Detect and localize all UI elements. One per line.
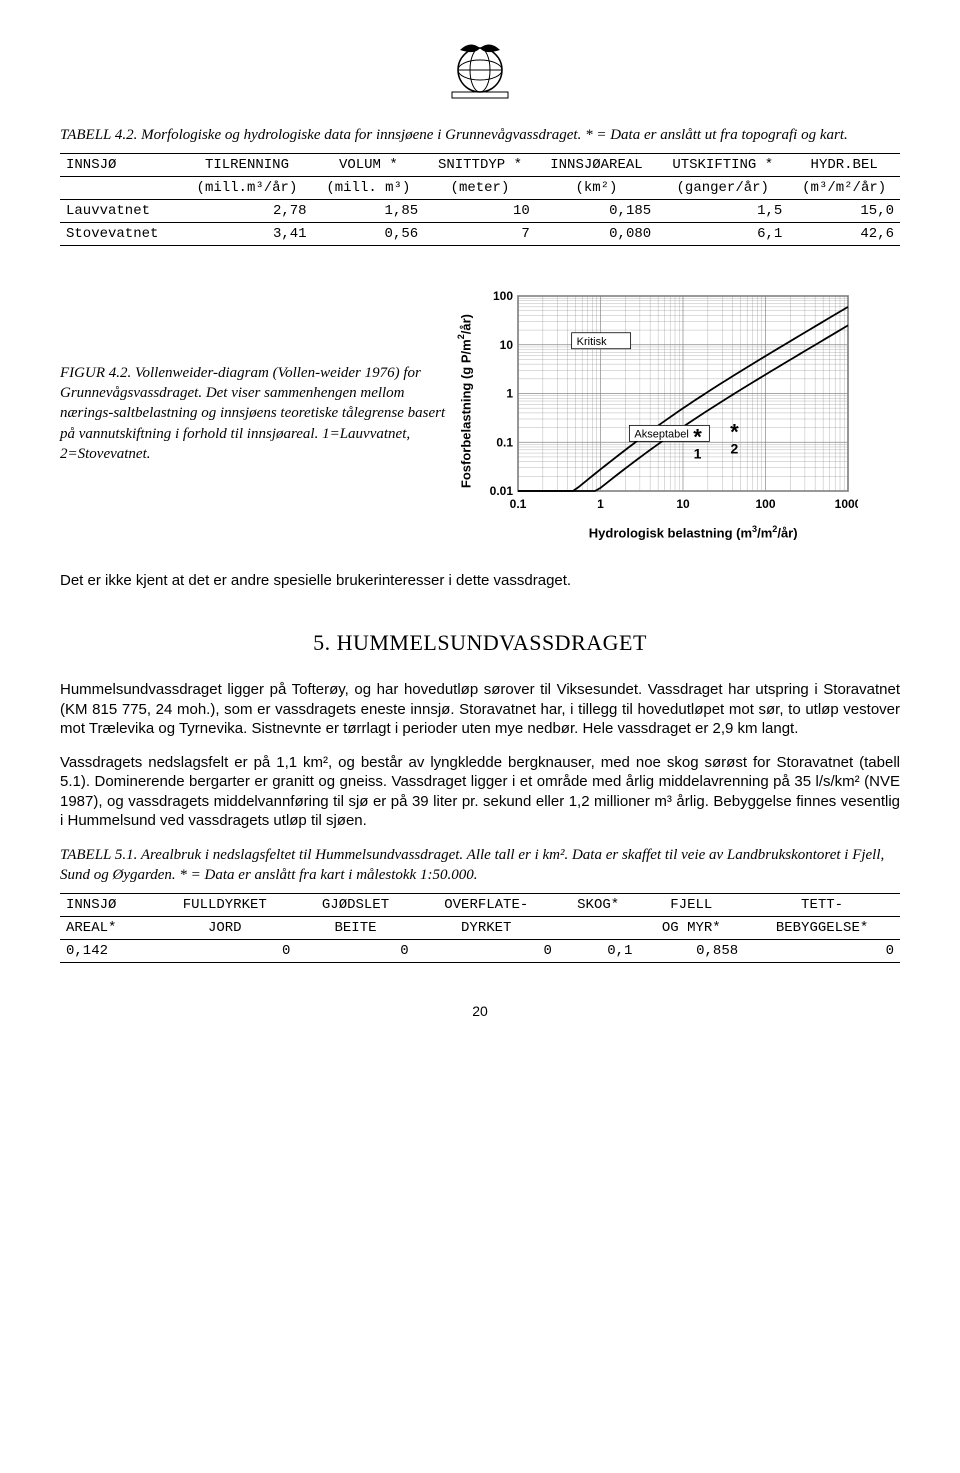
svg-text:1000: 1000 <box>834 497 857 511</box>
svg-text:1: 1 <box>597 497 604 511</box>
table-cell: Stovevatnet <box>60 223 181 246</box>
th: (m³/m²/år) <box>788 177 900 200</box>
svg-text:2: 2 <box>730 441 738 457</box>
table-row: Stovevatnet3,410,5670,0806,142,6 <box>60 223 900 246</box>
svg-text:100: 100 <box>493 289 513 303</box>
table1-header-row1: INNSJØ TILRENNING VOLUM * SNITTDYP * INN… <box>60 154 900 177</box>
figure-caption: FIGUR 4.2. Vollenweider-diagram (Vollen-… <box>60 363 446 464</box>
th: INNSJØAREAL <box>536 154 657 177</box>
table-cell: 15,0 <box>788 200 900 223</box>
th: OG MYR* <box>638 917 744 940</box>
page: TABELL 4.2. Morfologiske og hydrologiske… <box>0 0 960 1049</box>
th: FJELL <box>638 894 744 917</box>
th <box>558 917 639 940</box>
th: BEITE <box>296 917 414 940</box>
th: BEBYGGELSE* <box>744 917 900 940</box>
th: FULLDYRKET <box>153 894 296 917</box>
th: TETT- <box>744 894 900 917</box>
th: HYDR.BEL <box>788 154 900 177</box>
th <box>60 177 181 200</box>
figure-row: FIGUR 4.2. Vollenweider-diagram (Vollen-… <box>60 286 900 540</box>
vollenweider-chart: Fosforbelastning (g P/m2/år) 0.111010010… <box>456 286 900 540</box>
paragraph-2: Hummelsundvassdraget ligger på Tofterøy,… <box>60 680 900 739</box>
table-cell: 2,78 <box>181 200 312 223</box>
table-cell: Lauvvatnet <box>60 200 181 223</box>
table2: INNSJØ FULLDYRKET GJØDSLET OVERFLATE- SK… <box>60 893 900 963</box>
svg-text:10: 10 <box>499 338 513 352</box>
svg-text:100: 100 <box>755 497 775 511</box>
th: INNSJØ <box>60 154 181 177</box>
globe-leaf-icon <box>445 40 515 100</box>
table-cell: 1,85 <box>313 200 425 223</box>
th: SNITTDYP * <box>424 154 536 177</box>
table-cell: 0 <box>744 940 900 963</box>
th: INNSJØ <box>60 894 153 917</box>
table-row: Lauvvatnet2,781,85100,1851,515,0 <box>60 200 900 223</box>
table-cell: 3,41 <box>181 223 312 246</box>
svg-text:10: 10 <box>676 497 690 511</box>
th: (mill.m³/år) <box>181 177 312 200</box>
y-axis-label: Fosforbelastning (g P/m2/år) <box>456 314 473 488</box>
table-row: 0,1420000,10,8580 <box>60 940 900 963</box>
svg-text:0.01: 0.01 <box>489 484 513 498</box>
table-cell: 0,858 <box>638 940 744 963</box>
th: (km²) <box>536 177 657 200</box>
th: OVERFLATE- <box>415 894 558 917</box>
table-cell: 6,1 <box>657 223 788 246</box>
th: SKOG* <box>558 894 639 917</box>
th: DYRKET <box>415 917 558 940</box>
th: VOLUM * <box>313 154 425 177</box>
page-number: 20 <box>60 1003 900 1019</box>
table-cell: 7 <box>424 223 536 246</box>
table-cell: 0,142 <box>60 940 153 963</box>
th: (meter) <box>424 177 536 200</box>
table-cell: 10 <box>424 200 536 223</box>
th: UTSKIFTING * <box>657 154 788 177</box>
th: (mill. m³) <box>313 177 425 200</box>
svg-text:Akseptabel: Akseptabel <box>634 429 688 441</box>
paragraph-1: Det er ikke kjent at det er andre spesie… <box>60 571 900 591</box>
table2-header-row1: INNSJØ FULLDYRKET GJØDSLET OVERFLATE- SK… <box>60 894 900 917</box>
svg-text:0.1: 0.1 <box>509 497 526 511</box>
table2-header-row2: AREAL* JORD BEITE DYRKET OG MYR* BEBYGGE… <box>60 917 900 940</box>
table-cell: 0,185 <box>536 200 657 223</box>
table-cell: 0,080 <box>536 223 657 246</box>
table-cell: 1,5 <box>657 200 788 223</box>
table-cell: 42,6 <box>788 223 900 246</box>
table-cell: 0,1 <box>558 940 639 963</box>
table-cell: 0 <box>296 940 414 963</box>
paragraph-3: Vassdragets nedslagsfelt er på 1,1 km², … <box>60 753 900 831</box>
th: GJØDSLET <box>296 894 414 917</box>
svg-text:Kritisk: Kritisk <box>576 336 606 348</box>
th: JORD <box>153 917 296 940</box>
chart-svg: 0.111010010000.010.1110100KritiskAksepta… <box>478 286 858 516</box>
table1: INNSJØ TILRENNING VOLUM * SNITTDYP * INN… <box>60 153 900 246</box>
svg-text:1: 1 <box>693 446 701 462</box>
th: AREAL* <box>60 917 153 940</box>
table-cell: 0,56 <box>313 223 425 246</box>
th: (ganger/år) <box>657 177 788 200</box>
table1-caption: TABELL 4.2. Morfologiske og hydrologiske… <box>60 125 900 145</box>
table1-header-row2: (mill.m³/år) (mill. m³) (meter) (km²) (g… <box>60 177 900 200</box>
section-title: 5. HUMMELSUNDVASSDRAGET <box>60 630 900 656</box>
logo <box>60 40 900 105</box>
svg-text:1: 1 <box>506 387 513 401</box>
table-cell: 0 <box>415 940 558 963</box>
table-cell: 0 <box>153 940 296 963</box>
th: TILRENNING <box>181 154 312 177</box>
x-axis-label: Hydrologisk belastning (m3/m2/år) <box>456 524 900 540</box>
table2-caption: TABELL 5.1. Arealbruk i nedslagsfeltet t… <box>60 845 900 886</box>
svg-text:0.1: 0.1 <box>496 436 513 450</box>
